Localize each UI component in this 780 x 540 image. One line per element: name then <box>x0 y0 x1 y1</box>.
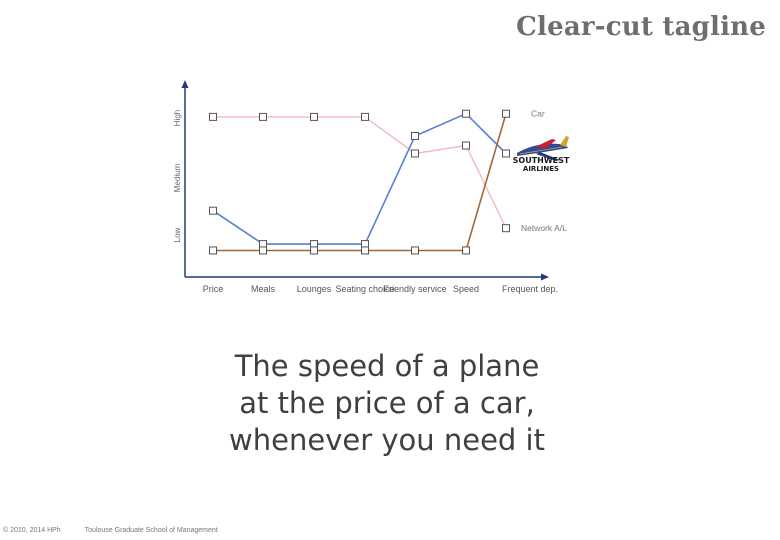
x-tick-label: Frequent dep. <box>502 284 558 294</box>
slide-title: Clear-cut tagline <box>516 12 766 42</box>
data-point-marker <box>209 206 217 215</box>
y-level-label: High <box>173 110 182 126</box>
southwest-airlines-logo: SOUTHWEST AIRLINES <box>513 136 570 173</box>
data-point-marker <box>411 246 419 255</box>
data-point-marker <box>361 246 369 255</box>
series-label: Car <box>531 109 545 119</box>
data-point-marker <box>411 149 419 158</box>
tagline: The speed of a plane at the price of a c… <box>0 348 774 459</box>
data-point-marker <box>310 246 318 255</box>
data-point-marker <box>411 131 419 140</box>
series-line-network-a-l <box>213 116 507 229</box>
data-point-marker <box>462 141 470 150</box>
series-line-southwest <box>212 112 507 245</box>
data-point-marker <box>259 112 267 121</box>
series-label: Network A/L <box>521 223 567 233</box>
data-point-marker <box>462 109 470 118</box>
x-tick-label: Price <box>203 284 224 294</box>
data-point-marker <box>259 246 267 255</box>
x-tick-label: Lounges <box>297 284 332 294</box>
x-tick-label: Seating choice <box>335 284 394 294</box>
data-point-marker <box>502 109 510 118</box>
strategy-canvas-chart: Low Medium High Price Meals Lounges Seating c… <box>173 80 570 294</box>
x-tick-label: Speed <box>453 284 479 294</box>
y-level-label: Medium <box>173 163 182 192</box>
x-tick-label: Meals <box>251 284 276 294</box>
series-line-car <box>213 113 507 252</box>
data-point-marker <box>361 112 369 121</box>
footer-school: Toulouse Graduate School of Management <box>84 527 218 534</box>
data-point-marker <box>502 224 510 233</box>
data-point-marker <box>209 112 217 121</box>
y-level-label: Low <box>173 227 182 242</box>
southwest-logo-text-2: AIRLINES <box>523 165 559 173</box>
airplane-icon <box>517 136 569 161</box>
y-axis-arrow <box>181 80 189 88</box>
data-point-marker <box>462 246 470 255</box>
footer: © 2010, 2014 HPh Toulouse Graduate Schoo… <box>3 527 218 534</box>
tagline-line-2: at the price of a car, <box>239 386 535 420</box>
x-tick-label: Friendly service <box>383 284 446 294</box>
data-point-marker <box>209 246 217 255</box>
footer-copyright: © 2010, 2014 HPh <box>3 527 61 534</box>
data-point-marker <box>310 112 318 121</box>
tagline-line-1: The speed of a plane <box>234 349 540 383</box>
data-point-marker <box>502 149 510 158</box>
southwest-logo-text-1: SOUTHWEST <box>513 156 570 165</box>
x-axis-arrow <box>541 273 549 281</box>
tagline-line-3: whenever you need it <box>229 423 545 457</box>
